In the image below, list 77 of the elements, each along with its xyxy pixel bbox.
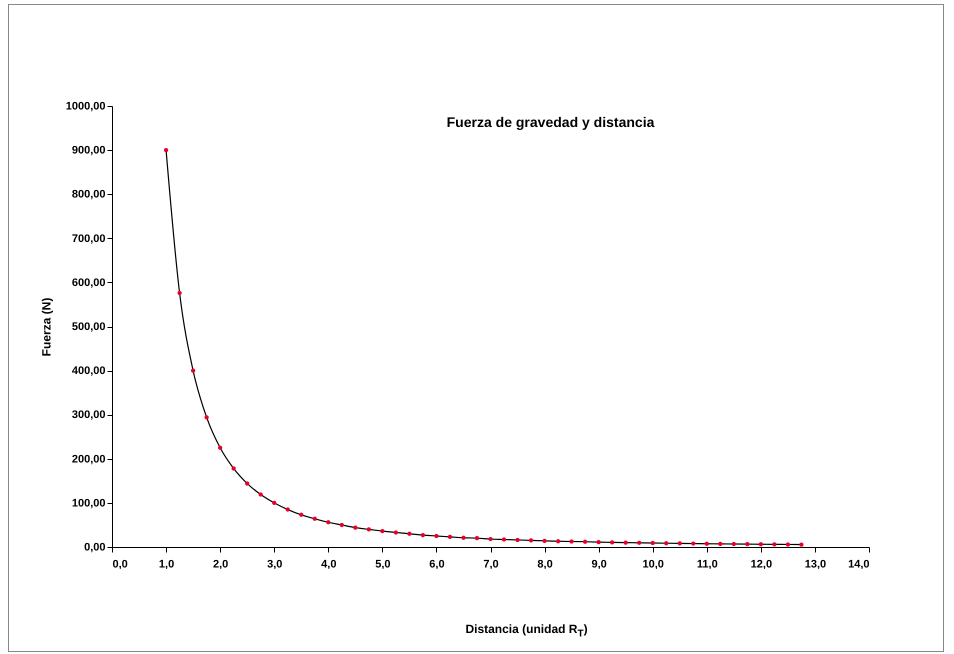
x-tick-label: 9,0 [591, 558, 607, 570]
point [258, 492, 263, 497]
x-tick-label: 12,0 [750, 558, 772, 570]
point [380, 529, 384, 534]
point [704, 542, 709, 546]
point [190, 368, 196, 373]
point [596, 540, 601, 544]
x-tick-label: 6,0 [429, 558, 445, 570]
x-tick-label: 2,0 [212, 558, 228, 570]
x-tick-label: 13,0 [804, 558, 826, 570]
x-tick-label: 11,0 [696, 558, 718, 570]
point [353, 525, 358, 530]
point [528, 538, 534, 542]
x-tick-label: 1,0 [158, 558, 174, 570]
x-tick-label: 4,0 [321, 558, 336, 570]
point [272, 500, 276, 506]
text: Fuerza de gravedad y distancia [446, 114, 655, 130]
y-tick-label: 500,00 [72, 321, 106, 333]
x-axis-title: Distancia (unidad R$_{T}$) [464, 622, 589, 640]
y-tick-label: 0,00 [84, 542, 106, 554]
point [218, 446, 222, 450]
x-tick-label: 5,0 [375, 558, 391, 570]
point [650, 540, 655, 546]
point [799, 542, 804, 547]
point [556, 539, 560, 544]
point [502, 537, 506, 542]
x-tick-label: 14,0 [848, 558, 870, 570]
point [583, 540, 588, 544]
y-tick-label: 800,00 [72, 188, 106, 201]
point [637, 540, 642, 545]
point [515, 538, 520, 542]
y-tick-label: 200,00 [72, 453, 106, 466]
point [542, 538, 547, 543]
y-axis-title: Fuerza (N) [40, 298, 54, 356]
y-tick-label: 1000,00 [66, 100, 106, 112]
point [569, 539, 574, 544]
point [691, 541, 696, 546]
point [340, 522, 344, 528]
point [758, 542, 763, 546]
x-tick-label: 7,0 [483, 558, 499, 570]
point [678, 541, 682, 546]
point [461, 536, 466, 540]
y-tick-label: 100,00 [72, 497, 106, 510]
point [732, 542, 736, 546]
y-tick-label: 400,00 [72, 365, 106, 378]
point [664, 541, 668, 546]
point [420, 532, 426, 538]
point [745, 542, 750, 546]
y-tick-label: 600,00 [72, 276, 106, 289]
x-tick-label: 8,0 [537, 558, 553, 570]
point [312, 516, 317, 521]
point [286, 507, 290, 512]
x-tick-label: 3,0 [267, 558, 282, 570]
point [326, 520, 330, 524]
point [624, 540, 628, 545]
point [772, 542, 776, 546]
point [394, 530, 398, 535]
point [232, 466, 236, 471]
point [204, 415, 209, 420]
point [299, 512, 304, 517]
y-tick-label: 900,00 [72, 144, 106, 157]
point [407, 532, 412, 536]
point [488, 536, 493, 542]
point [786, 542, 790, 547]
point [164, 148, 168, 152]
x-tick-label: 10,0 [642, 558, 664, 570]
point [434, 534, 439, 538]
point [610, 540, 614, 544]
point [177, 290, 182, 296]
y-tick-label: 700,00 [72, 232, 106, 245]
point [474, 536, 480, 540]
point [366, 527, 371, 532]
point [718, 542, 722, 546]
x-tick-label: 0,0 [112, 558, 128, 570]
y-tick-label: 300,00 [72, 409, 106, 422]
point [245, 481, 250, 486]
point [448, 534, 452, 539]
